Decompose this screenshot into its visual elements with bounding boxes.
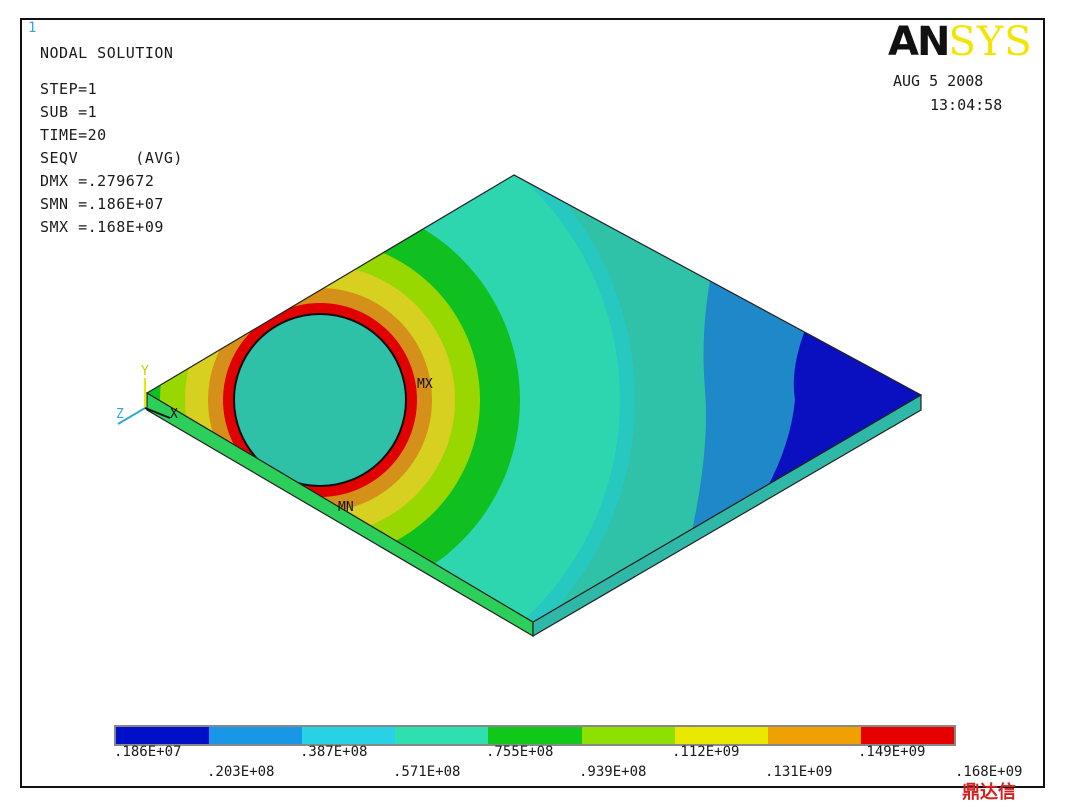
triad-z-label: Z — [116, 407, 124, 422]
smn-label: SMN =.186E+07 — [40, 195, 164, 213]
result-label: SEQV (AVG) — [40, 149, 183, 167]
legend-bottom-label: .571E+08 — [393, 764, 461, 780]
time-label: TIME=20 — [40, 126, 107, 144]
triad-x-label: X — [170, 407, 178, 422]
substep-label: SUB =1 — [40, 103, 98, 121]
legend-top-label: .755E+08 — [486, 744, 554, 760]
max-marker: MX — [417, 377, 433, 392]
legend-color-segment — [581, 727, 675, 744]
hole-region — [233, 313, 407, 487]
watermark: 鼎达信 — [962, 782, 1016, 803]
legend-top-label: .387E+08 — [300, 744, 368, 760]
triad-y-label: Y — [141, 364, 149, 379]
legend-color-segment — [302, 727, 396, 744]
legend-color-segment — [860, 727, 954, 744]
legend-top-label: .186E+07 — [114, 744, 182, 760]
legend-bottom-label: .131E+09 — [765, 764, 833, 780]
plot-title: NODAL SOLUTION — [40, 44, 174, 62]
legend-bottom-label: .168E+09 — [955, 764, 1023, 780]
legend-color-segment — [116, 727, 210, 744]
dmx-label: DMX =.279672 — [40, 172, 155, 190]
min-marker: MN — [338, 500, 354, 515]
legend-color-segment — [395, 727, 489, 744]
plot-date: AUG 5 2008 — [893, 72, 984, 90]
axis-triad: Y Z X — [116, 364, 178, 425]
legend-top-label: .112E+09 — [672, 744, 740, 760]
legend-color-bar — [114, 725, 956, 746]
legend-color-segment — [674, 727, 768, 744]
step-label: STEP=1 — [40, 80, 98, 98]
legend-top-label: .149E+09 — [858, 744, 926, 760]
legend-color-segment — [209, 727, 303, 744]
smx-label: SMX =.168E+09 — [40, 218, 164, 236]
legend-bottom-label: .203E+08 — [207, 764, 275, 780]
legend-bottom-label: .939E+08 — [579, 764, 647, 780]
legend-color-segment — [488, 727, 582, 744]
window-number: 1 — [28, 20, 37, 36]
legend-color-segment — [767, 727, 861, 744]
ansys-logo: ANSYS — [888, 19, 1033, 65]
plot-time: 13:04:58 — [930, 96, 1003, 114]
